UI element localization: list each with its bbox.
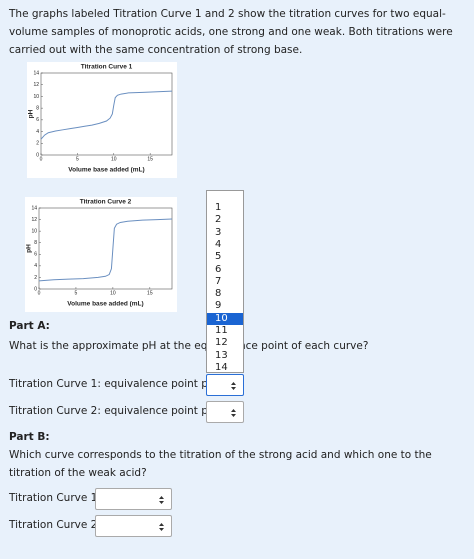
y-tick-label: 10 [33, 94, 39, 100]
question: What is the approximate pH at the equiva… [9, 340, 369, 352]
select[interactable] [95, 515, 172, 537]
x-tick-label: 10 [110, 290, 116, 296]
select[interactable] [95, 488, 172, 510]
y-tick-label: 4 [36, 129, 39, 135]
titration-curve [40, 90, 173, 140]
chart: Titration Curve 1 Volume base added (mL) p… [27, 62, 177, 178]
select-arrow [231, 409, 236, 417]
intro: The graphs labeled Titration Curve 1 and… [9, 8, 453, 56]
dropdown-option[interactable]: 2 [215, 214, 222, 226]
y-tick-label: 0 [34, 286, 37, 292]
y-tick-label: 14 [33, 70, 39, 76]
field-label: Titration Curve 2: equivalence point pH … [9, 405, 228, 417]
y-tick-label: 4 [34, 263, 37, 269]
dropdown-option[interactable]: 10 [207, 312, 243, 325]
select-arrow [231, 382, 236, 390]
y-tick-label: 2 [36, 141, 39, 147]
dropdown-option[interactable]: 7 [215, 275, 222, 287]
y-tick-label: 10 [31, 228, 37, 234]
chart-title: Titration Curve 1 [81, 64, 133, 71]
y-tick-label: 8 [36, 105, 39, 111]
chart: Titration Curve 2 Volume base added (mL) p… [25, 197, 177, 312]
x-tick-label: 0 [38, 290, 41, 296]
x-axis-label: Volume base added (mL) [67, 301, 143, 308]
dropdown-option[interactable]: 13 [215, 349, 228, 361]
field-label: Titration Curve 1: [9, 492, 101, 504]
x-tick-label: 10 [111, 156, 117, 162]
chart-title: Titration Curve 2 [80, 199, 132, 206]
y-tick-label: 14 [31, 205, 37, 211]
y-axis-label: pH [28, 109, 35, 118]
y-tick-label: 12 [33, 82, 39, 88]
y-tick-label: 12 [31, 217, 37, 223]
x-tick-label: 5 [75, 290, 78, 296]
x-tick-label: 0 [40, 156, 43, 162]
y-tick-label: 6 [34, 252, 37, 258]
part-heading: Part A: [9, 320, 50, 332]
plot-frame [38, 207, 173, 290]
select-arrow [159, 523, 164, 531]
select[interactable] [206, 401, 244, 423]
question: Which curve corresponds to the titration… [9, 449, 432, 479]
dropdown-option[interactable]: 5 [215, 251, 222, 263]
x-axis-label: Volume base added (mL) [68, 167, 144, 174]
part-heading: Part B: [9, 431, 50, 443]
y-tick-label: 6 [36, 117, 39, 123]
dropdown-option[interactable]: 8 [215, 288, 222, 300]
titration-curve [38, 218, 173, 282]
dropdown-list: 1 2 3 4 5 6 7 8 9 10 11 12 13 14 [206, 190, 244, 373]
dropdown-option[interactable]: 14 [215, 361, 228, 373]
dropdown-option[interactable]: 3 [215, 226, 222, 238]
y-tick-label: 8 [34, 240, 37, 246]
dropdown-option[interactable]: 9 [215, 300, 222, 312]
x-tick-label: 15 [147, 290, 153, 296]
y-axis-label: pH [26, 244, 33, 253]
dropdown-option[interactable]: 4 [215, 238, 222, 250]
plot-frame [40, 72, 173, 156]
select[interactable] [206, 374, 244, 396]
x-tick-label: 15 [147, 156, 153, 162]
y-tick-label: 0 [36, 152, 39, 158]
dropdown-option[interactable]: 12 [215, 337, 228, 349]
dropdown-option[interactable]: 1 [215, 202, 222, 213]
y-tick-label: 2 [34, 275, 37, 281]
select-arrow [159, 496, 164, 504]
x-tick-label: 5 [76, 156, 79, 162]
dropdown-option[interactable]: 6 [215, 263, 222, 275]
dropdown-option[interactable]: 11 [215, 325, 228, 336]
field-label: Titration Curve 1: equivalence point pH … [9, 378, 228, 390]
field-label: Titration Curve 2: [9, 519, 101, 531]
